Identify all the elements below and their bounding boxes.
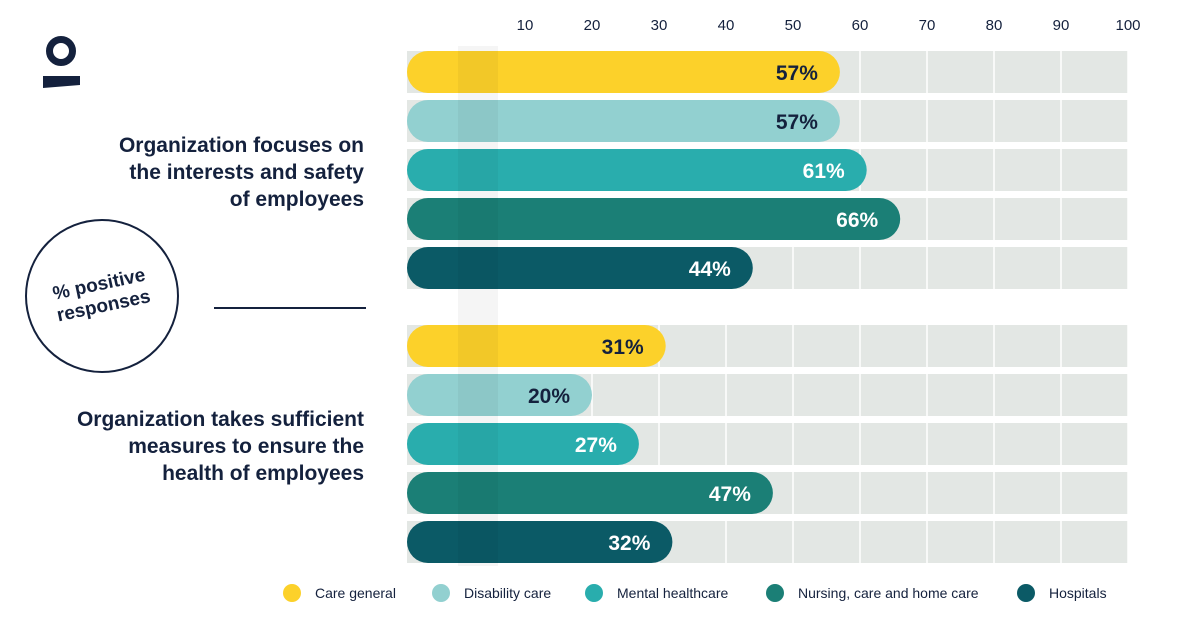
group-label-line: health of employees	[162, 462, 364, 485]
x-tick-label: 10	[517, 17, 534, 34]
legend-item: Nursing, care and home care	[766, 584, 979, 602]
bar	[407, 100, 840, 142]
x-tick-label: 70	[919, 17, 936, 34]
legend-label: Disability care	[464, 585, 552, 601]
percent-positive-badge: % positive responses	[25, 219, 179, 373]
group-label-line: the interests and safety	[129, 161, 364, 184]
bar-value-label: 20%	[528, 385, 570, 408]
legend-swatch	[1017, 584, 1035, 602]
legend-swatch	[283, 584, 301, 602]
bar	[407, 472, 773, 514]
legend-swatch	[766, 584, 784, 602]
origin-shade	[458, 46, 498, 566]
bar	[407, 198, 901, 240]
x-tick-label: 90	[1053, 17, 1070, 34]
bar	[407, 423, 639, 465]
legend-item: Hospitals	[1017, 584, 1107, 602]
bar	[407, 149, 867, 191]
bar-value-label: 61%	[803, 160, 845, 183]
logo	[40, 36, 82, 95]
person-icon	[43, 36, 80, 88]
legend-swatch	[432, 584, 450, 602]
bar	[407, 247, 753, 289]
bar	[407, 51, 840, 93]
legend-label: Nursing, care and home care	[798, 585, 979, 601]
x-tick-label: 80	[986, 17, 1003, 34]
legend-label: Care general	[315, 585, 396, 601]
legend-item: Mental healthcare	[585, 584, 728, 602]
bar-value-label: 44%	[689, 258, 731, 281]
bar-value-label: 31%	[602, 336, 644, 359]
bar-value-label: 66%	[836, 209, 878, 232]
bar	[407, 374, 592, 416]
x-tick-label: 40	[718, 17, 735, 34]
group-label-health: Organization takes sufficient measures t…	[24, 406, 364, 487]
group-label-line: of employees	[229, 188, 364, 211]
x-tick-label: 60	[852, 17, 869, 34]
bar-value-label: 57%	[776, 62, 818, 85]
legend-label: Mental healthcare	[617, 585, 729, 601]
group-label-line: measures to ensure the	[128, 435, 364, 458]
bar-value-label: 47%	[709, 483, 751, 506]
divider-line	[214, 307, 366, 309]
x-tick-label: 100	[1115, 17, 1140, 34]
legend-item: Disability care	[432, 584, 551, 602]
legend-item: Care general	[283, 584, 396, 602]
group-label-safety: Organization focuses on the interests an…	[24, 132, 364, 213]
legend: Care general Disability care Mental health…	[0, 584, 1200, 614]
bar-value-label: 27%	[575, 434, 617, 457]
x-tick-label: 20	[584, 17, 601, 34]
bar-value-label: 32%	[608, 532, 650, 555]
group-label-line: Organization takes sufficient	[76, 408, 364, 431]
x-tick-label: 30	[651, 17, 668, 34]
bar	[407, 325, 666, 367]
legend-swatch	[585, 584, 603, 602]
x-tick-label: 50	[785, 17, 802, 34]
bar	[407, 521, 673, 563]
group-label-line: Organization focuses on	[118, 134, 364, 157]
legend-label: Hospitals	[1049, 585, 1107, 601]
bar-chart: 10 20 30 40 50 60 70 80 90 100 57% 57% 61% 66% 44% 31% 2…	[407, 17, 1141, 566]
bar-value-label: 57%	[776, 111, 818, 134]
